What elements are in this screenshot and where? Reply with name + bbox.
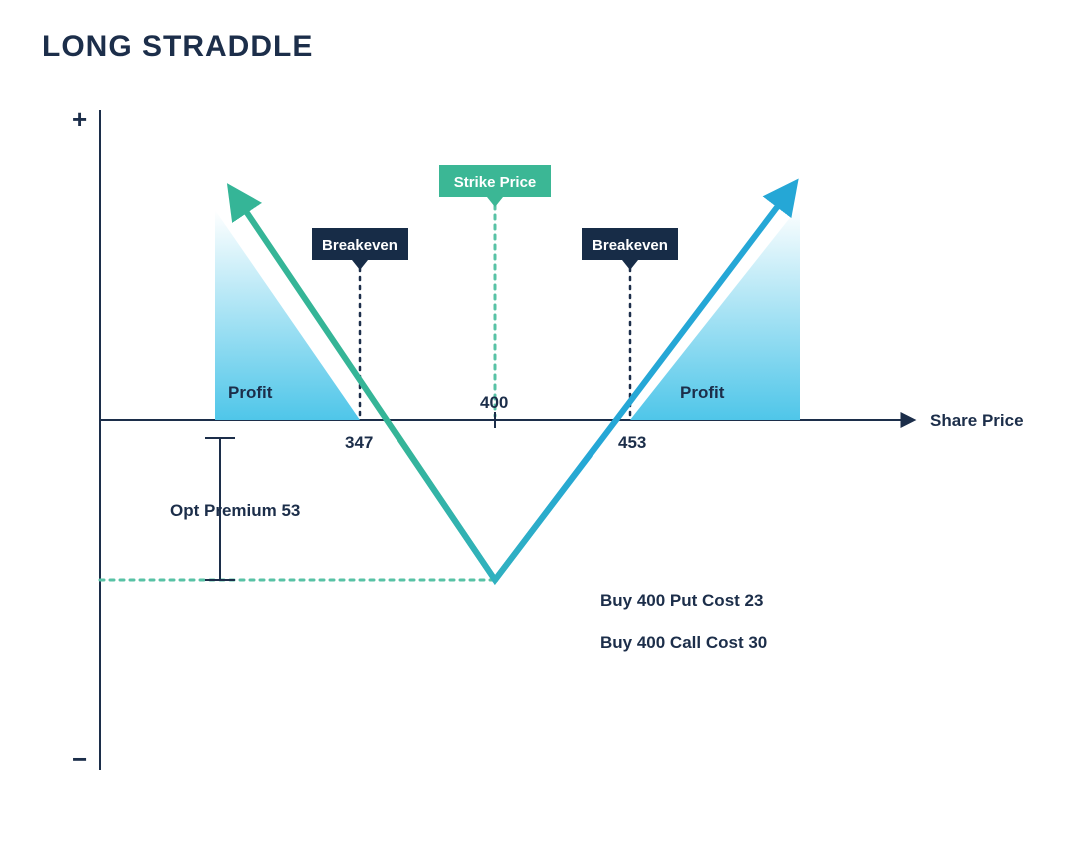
breakeven-tag-right-label: Breakeven <box>592 237 668 254</box>
info-call: Buy 400 Call Cost 30 <box>600 633 767 652</box>
breakeven-right-value: 453 <box>618 433 646 452</box>
y-minus-label: − <box>72 744 87 774</box>
chart-container: LONG STRADDLE <box>0 0 1074 857</box>
breakeven-tag-right: Breakeven <box>582 228 678 270</box>
breakeven-tag-left: Breakeven <box>312 228 408 270</box>
y-plus-label: + <box>72 104 87 134</box>
strike-value: 400 <box>480 393 508 412</box>
strike-tag-label: Strike Price <box>454 174 537 191</box>
x-axis-label: Share Price <box>930 411 1024 430</box>
payoff-chart: + − Share Price Opt Premium 53 347 400 4… <box>0 0 1074 857</box>
breakeven-left-value: 347 <box>345 433 373 452</box>
profit-label-left: Profit <box>228 383 273 402</box>
breakeven-tag-left-label: Breakeven <box>322 237 398 254</box>
profit-label-right: Profit <box>680 383 725 402</box>
strike-tag: Strike Price <box>439 165 551 207</box>
info-put: Buy 400 Put Cost 23 <box>600 591 763 610</box>
opt-premium-label: Opt Premium 53 <box>170 501 300 520</box>
payoff-line-blend <box>400 440 590 580</box>
